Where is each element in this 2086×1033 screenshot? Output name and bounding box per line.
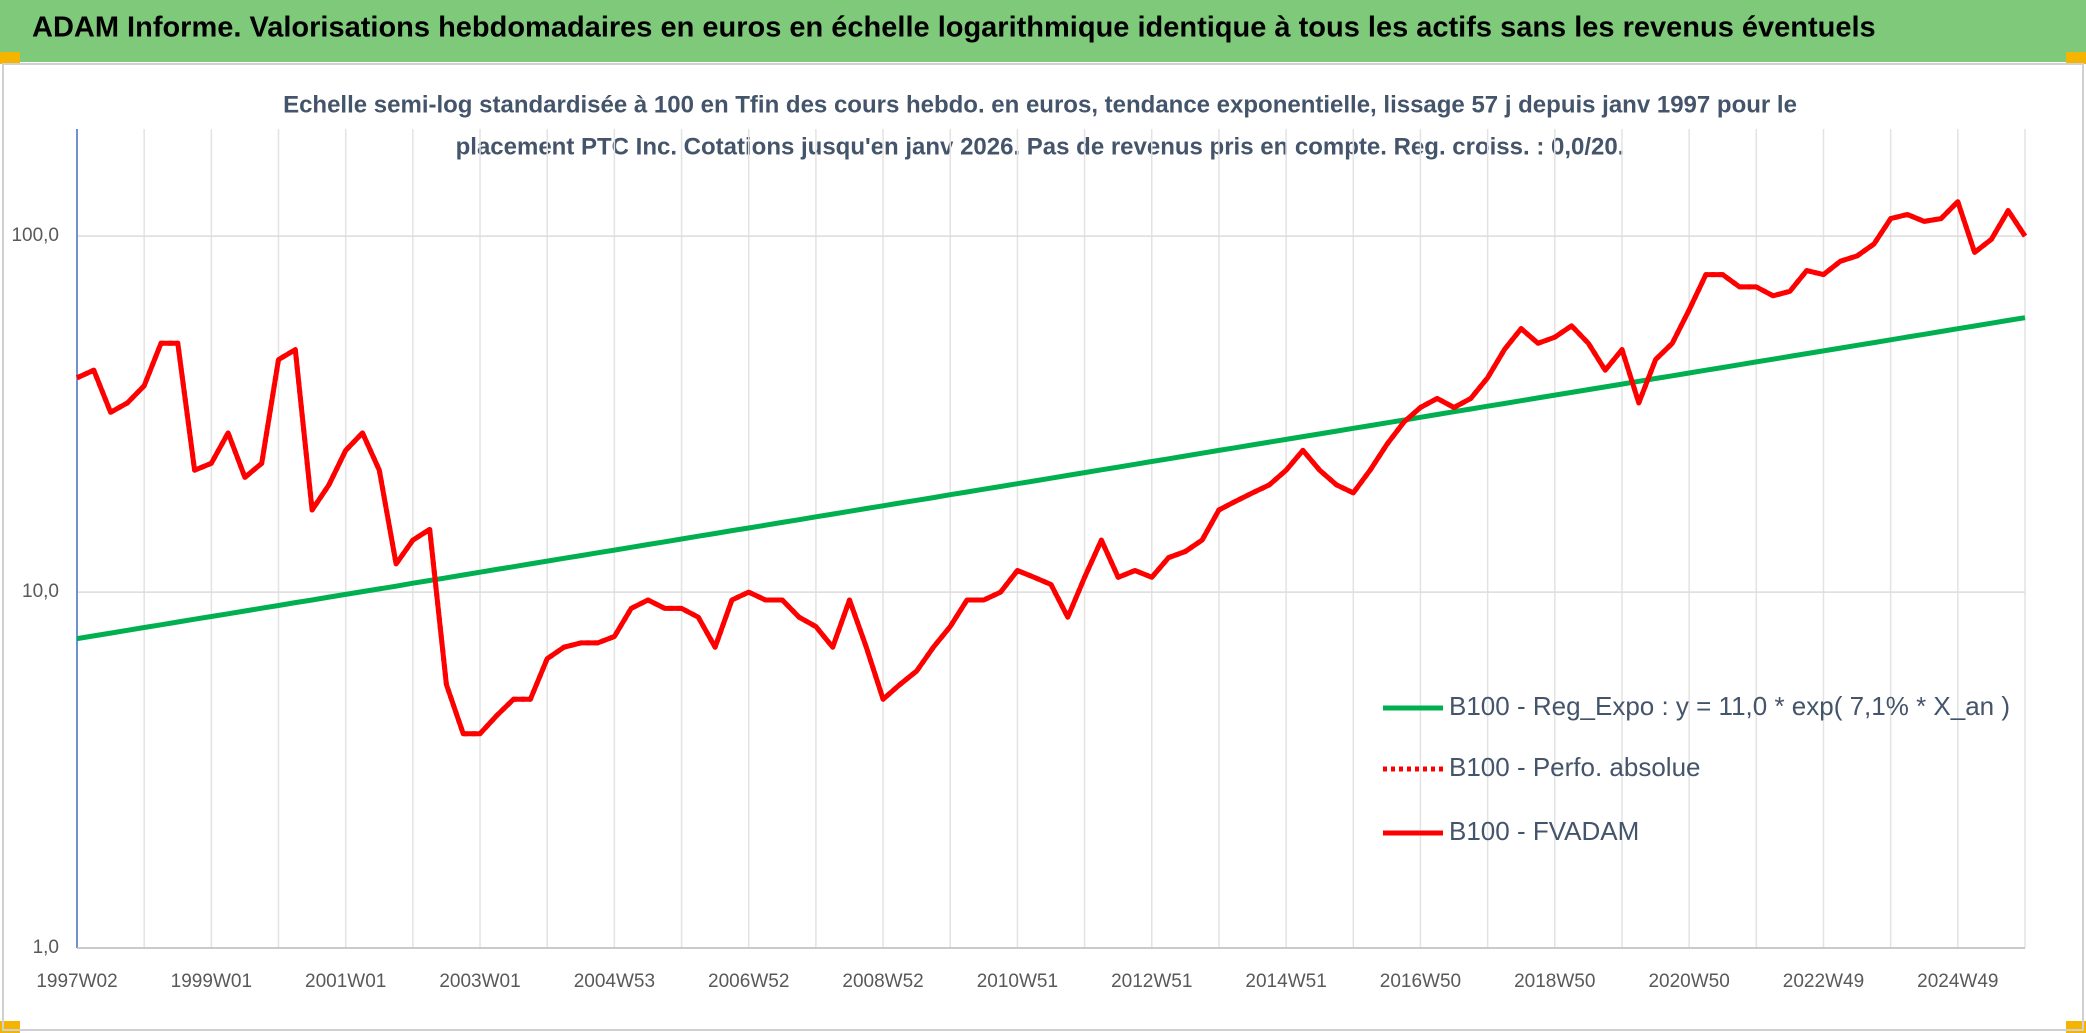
frame bbox=[2, 63, 2084, 1031]
corner bbox=[0, 52, 20, 64]
y-tick-label: 10,0 bbox=[22, 581, 59, 602]
series-line bbox=[76, 315, 2026, 642]
x-tick-label: 2016W50 bbox=[1380, 971, 1461, 992]
x-tick-label: 2006W52 bbox=[708, 971, 789, 992]
x-tick-label: 2014W51 bbox=[1245, 971, 1326, 992]
x-tick-label: 2024W49 bbox=[1917, 971, 1998, 992]
legend-label: B100 - Reg_Expo : y = 11,0 * exp( 7,1% *… bbox=[1449, 691, 2010, 721]
x-tick-label: 2022W49 bbox=[1783, 971, 1864, 992]
x-tick-label: 2003W01 bbox=[439, 971, 520, 992]
header-bar bbox=[0, 0, 2086, 62]
x-tick-label: 2020W50 bbox=[1648, 971, 1729, 992]
corner bbox=[2066, 52, 2086, 64]
x-tick-label: 2018W50 bbox=[1514, 971, 1595, 992]
legend-label: B100 - Perfo. absolue bbox=[1449, 752, 1701, 782]
y-tick-label: 100,0 bbox=[11, 225, 59, 246]
legend-label: B100 - FVADAM bbox=[1449, 816, 1639, 846]
subtitle: placement PTC Inc. Cotations jusqu'en ja… bbox=[456, 133, 1625, 160]
series-line bbox=[75, 199, 2028, 737]
x-tick-label: 2012W51 bbox=[1111, 971, 1192, 992]
y-tick-label: 1,0 bbox=[33, 937, 59, 958]
x-tick-label: 2001W01 bbox=[305, 971, 386, 992]
x-tick-label: 1999W01 bbox=[171, 971, 252, 992]
x-tick-label: 2004W53 bbox=[574, 971, 655, 992]
subtitle: Echelle semi-log standardisée à 100 en T… bbox=[283, 91, 1797, 118]
x-tick-label: 2010W51 bbox=[977, 971, 1058, 992]
x-tick-label: 2008W52 bbox=[842, 971, 923, 992]
x-tick-label: 1997W02 bbox=[36, 971, 117, 992]
chart-title: ADAM Informe. Valorisations hebdomadaire… bbox=[32, 12, 1876, 44]
